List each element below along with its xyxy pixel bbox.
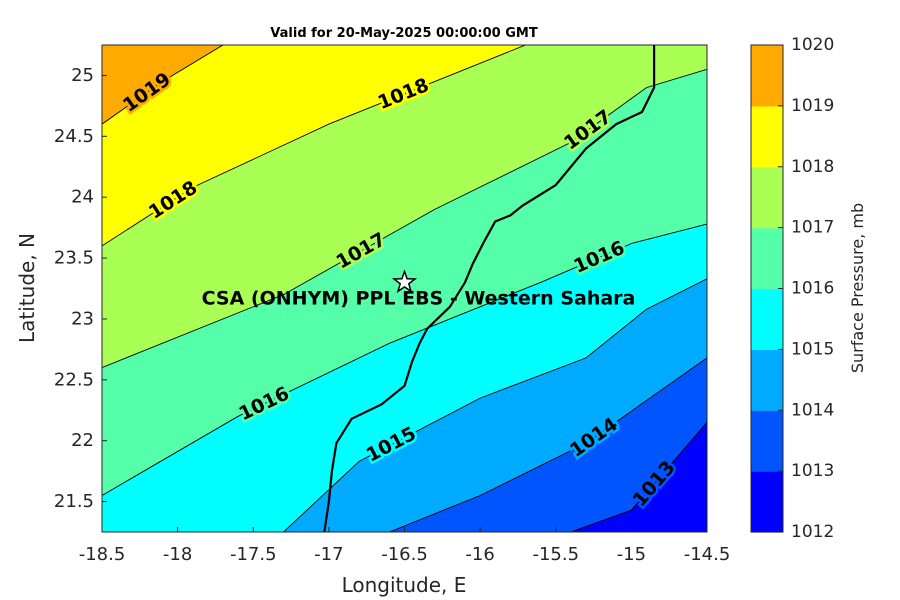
x-tick-label: -14.5 <box>684 544 731 565</box>
pressure-band-1019 <box>102 45 223 125</box>
station-marker <box>391 269 418 294</box>
y-tick-label: 23.5 <box>54 248 94 269</box>
y-axis-title: Latitude, N <box>15 233 39 343</box>
coastline <box>323 45 656 532</box>
chart-title: Valid for 20-May-2025 00:00:00 GMT <box>270 26 538 41</box>
y-tick-label: 23 <box>71 308 94 329</box>
isoline-1013 <box>570 422 707 532</box>
y-tick-label: 24.5 <box>54 126 94 147</box>
isoline-1018 <box>102 45 526 247</box>
y-tick-label: 22 <box>71 430 94 451</box>
x-axis-title: Longitude, E <box>342 573 467 597</box>
isoline-1017 <box>102 68 707 369</box>
colorbar-tick-label: 1016 <box>791 279 834 299</box>
x-tick-label: -16.5 <box>381 544 428 565</box>
x-tick-label: -18.5 <box>79 544 126 565</box>
colorbar-tick-label: 1015 <box>791 339 834 359</box>
colorbar-segment-1016 <box>751 227 783 290</box>
colorbar-segment-1015 <box>751 288 783 350</box>
colorbar-tick-label: 1019 <box>791 96 834 116</box>
x-tick-label: -17 <box>314 544 343 565</box>
colorbar: 1012 1013 1014 1015 1016 1017 1018 1019 1020 Sur… <box>750 35 867 542</box>
colorbar-title: Surface Pressure, mb <box>848 203 867 373</box>
x-tick-label: -15 <box>617 544 646 565</box>
colorbar-segment-1017 <box>751 166 783 229</box>
x-tick-label: -17.5 <box>230 544 277 565</box>
x-tick-label: -15.5 <box>532 544 579 565</box>
colorbar-tick-label: 1014 <box>791 400 834 420</box>
y-tick-label: 24 <box>71 187 94 208</box>
colorbar-segment-1019 <box>751 45 783 107</box>
station-label: CSA (ONHYM) PPL EBS - Western Sahara <box>202 287 636 309</box>
colorbar-segment-1013 <box>751 410 783 472</box>
plot-area <box>102 45 707 532</box>
pressure-band-1018 <box>102 45 526 246</box>
colorbar-segment-1018 <box>751 105 783 168</box>
colorbar-tick-label: 1018 <box>791 157 834 177</box>
y-tick-label: 22.5 <box>54 369 94 390</box>
isoline-1015 <box>283 278 707 532</box>
isoline-1016 <box>102 223 707 496</box>
y-tick-label: 21.5 <box>54 491 94 512</box>
isoline-1014 <box>389 357 707 532</box>
isoline-1019 <box>102 45 224 125</box>
colorbar-tick-label: 1017 <box>791 218 834 238</box>
colorbar-tick-label: 1013 <box>791 461 834 481</box>
colorbar-segment-1012 <box>751 471 783 533</box>
y-tick-label: 25 <box>71 65 94 86</box>
colorbar-segment-1014 <box>751 349 783 411</box>
x-tick-label: -16 <box>465 544 494 565</box>
colorbar-tick-label: 1012 <box>791 522 834 542</box>
colorbar-tick-label: 1020 <box>791 35 834 55</box>
x-tick-label: -18 <box>163 544 192 565</box>
